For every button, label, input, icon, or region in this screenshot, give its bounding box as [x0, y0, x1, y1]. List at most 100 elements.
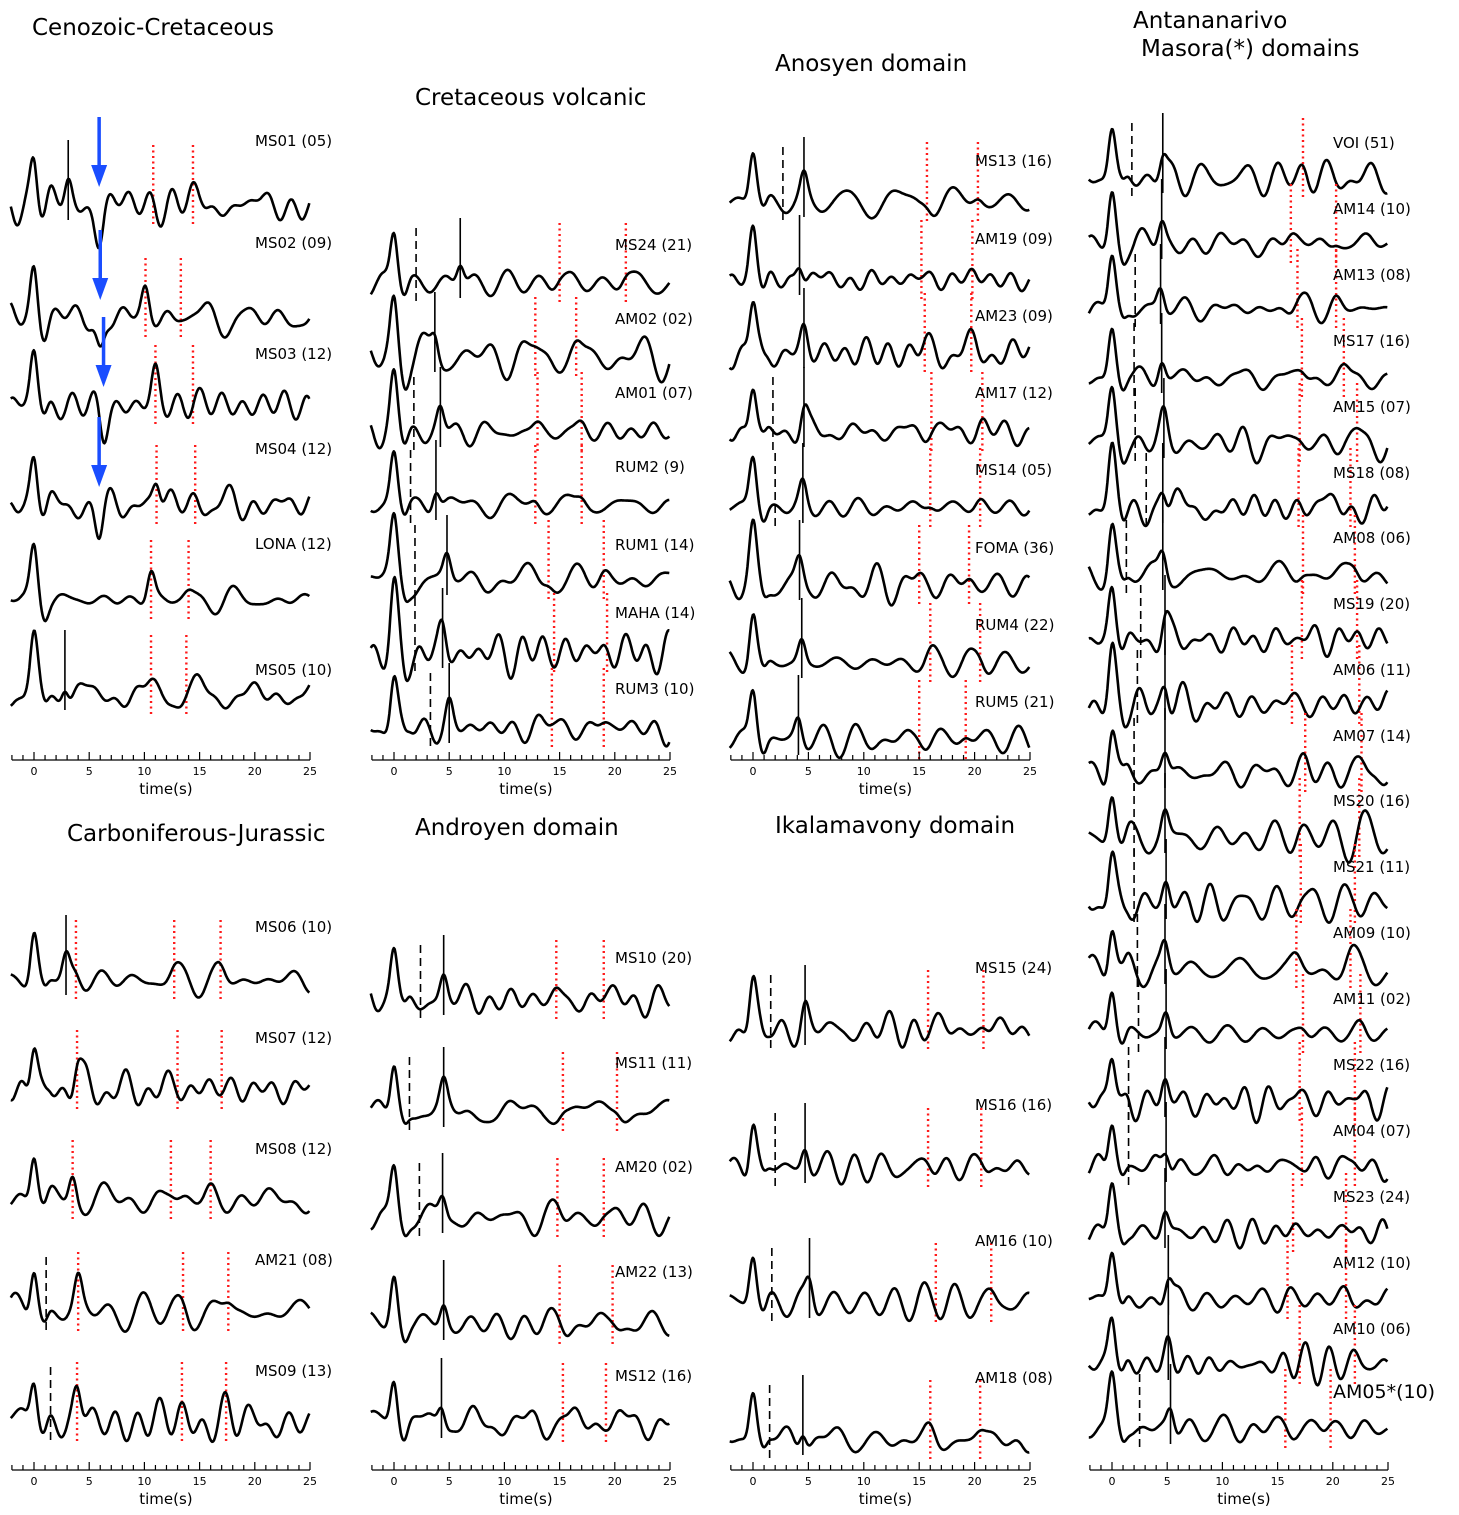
- x-tick-label: 10: [497, 1475, 511, 1488]
- x-tick-label: 0: [750, 1475, 757, 1488]
- waveform-trace: [1087, 127, 1388, 198]
- waveform-trace: [369, 368, 671, 450]
- station-trace-group: AM06 (11): [1087, 640, 1411, 729]
- panel-title: Carboniferous-Jurassic: [67, 821, 326, 847]
- x-tick-label: 15: [912, 765, 926, 778]
- waveform-trace: [1088, 729, 1389, 789]
- waveform-trace: [728, 689, 1031, 760]
- panel-5: Androyen domain MS10 (20) MS11 (11) AM20 (0…: [369, 815, 693, 1508]
- x-tick-label: 15: [193, 765, 207, 778]
- station-label: AM09 (10): [1333, 924, 1411, 942]
- x-tick-label: 20: [1326, 1475, 1340, 1488]
- station-label: AM17 (12): [975, 384, 1053, 402]
- waveform-trace: [1087, 522, 1389, 591]
- x-tick-label: 20: [608, 1475, 622, 1488]
- x-axis-label: time(s): [859, 780, 912, 798]
- station-trace-group: MS18 (08): [1088, 441, 1410, 528]
- waveform-trace: [9, 629, 311, 710]
- station-trace-group: MS07 (12): [10, 1029, 332, 1110]
- x-tick-label: 10: [857, 1475, 871, 1488]
- waveform-trace: [1087, 385, 1389, 465]
- x-tick-label: 25: [663, 765, 677, 778]
- station-trace-group: MS16 (16): [728, 1096, 1052, 1188]
- station-label: MS05 (10): [255, 661, 332, 679]
- station-label: MS22 (16): [1333, 1056, 1410, 1074]
- station-trace-group: MS13 (16): [728, 137, 1052, 222]
- panel-title: Masora(*) domains: [1141, 36, 1359, 62]
- station-label: MS19 (20): [1333, 595, 1410, 613]
- station-trace-group: AM23 (09): [728, 288, 1053, 373]
- x-tick-label: 20: [248, 765, 262, 778]
- x-tick-label: 25: [303, 1475, 317, 1488]
- waveform-trace: [1088, 441, 1389, 528]
- station-label: MS02 (09): [255, 234, 332, 252]
- x-tick-label: 0: [391, 765, 398, 778]
- station-trace-group: FOMA (36): [728, 518, 1054, 607]
- x-tick-label: 5: [1164, 1475, 1171, 1488]
- x-tick-label: 25: [1023, 765, 1037, 778]
- station-label: MAHA (14): [615, 604, 695, 622]
- waveform-trace: [1087, 1057, 1389, 1125]
- station-trace-group: MS02 (09): [9, 230, 332, 348]
- x-tick-label: 25: [663, 1475, 677, 1488]
- x-tick-label: 0: [391, 1475, 398, 1488]
- x-axis-label: time(s): [139, 1490, 192, 1508]
- x-tick-label: 10: [137, 1475, 151, 1488]
- x-tick-label: 10: [1215, 1475, 1229, 1488]
- waveform-trace: [728, 518, 1031, 607]
- station-trace-group: AM21 (08): [9, 1251, 333, 1333]
- x-tick-label: 5: [86, 1475, 93, 1488]
- station-trace-group: RUM1 (14): [370, 511, 694, 604]
- x-tick-label: 0: [31, 765, 38, 778]
- station-label: AM08 (06): [1333, 529, 1411, 547]
- station-label: RUM4 (22): [975, 616, 1054, 634]
- x-tick-label: 20: [968, 765, 982, 778]
- station-label: AM13 (08): [1333, 266, 1411, 284]
- station-trace-group: MS06 (10): [10, 915, 332, 1000]
- station-trace-group: LONA (12): [10, 535, 332, 623]
- station-label: FOMA (36): [975, 539, 1054, 557]
- waveform-trace: [9, 1157, 311, 1217]
- station-label: MS08 (12): [255, 1140, 332, 1158]
- station-trace-group: MS14 (05): [729, 443, 1052, 528]
- waveform-trace: [1088, 796, 1389, 864]
- x-axis-label: time(s): [499, 780, 552, 798]
- waveform-trace: [370, 1164, 671, 1238]
- x-tick-label: 5: [805, 765, 812, 778]
- station-trace-group: MS03 (12): [10, 317, 332, 445]
- waveform-trace: [370, 511, 670, 604]
- waveform-trace: [1087, 254, 1388, 325]
- waveform-trace: [728, 388, 1030, 448]
- station-trace-group: AM20 (02): [370, 1153, 693, 1238]
- waveform-trace: [728, 1123, 1030, 1186]
- station-trace-group: MS08 (12): [9, 1140, 332, 1220]
- x-tick-label: 25: [303, 765, 317, 778]
- station-trace-group: MS19 (20): [1088, 575, 1410, 660]
- waveform-trace: [370, 450, 670, 520]
- station-label: MS12 (16): [615, 1367, 692, 1385]
- station-trace-group: AM08 (06): [1087, 510, 1411, 595]
- waveform-trace: [1087, 850, 1389, 924]
- station-label: MS24 (21): [615, 236, 692, 254]
- station-trace-group: AM15 (07): [1087, 378, 1411, 465]
- x-tick-label: 0: [1109, 1475, 1116, 1488]
- station-label: AM16 (10): [975, 1232, 1053, 1250]
- waveform-trace: [9, 1271, 311, 1333]
- station-label: MS18 (08): [1333, 464, 1410, 482]
- station-trace-group: MS17 (16): [1088, 313, 1410, 398]
- station-trace-group: RUM4 (22): [728, 598, 1054, 683]
- x-tick-label: 20: [248, 1475, 262, 1488]
- waveform-trace: [1087, 1316, 1389, 1387]
- panel-title: Cretaceous volcanic: [415, 85, 646, 111]
- x-tick-label: 15: [912, 1475, 926, 1488]
- station-label: AM23 (09): [975, 307, 1053, 325]
- panel-title: Androyen domain: [415, 815, 619, 841]
- x-tick-label: 10: [857, 765, 871, 778]
- x-tick-label: 5: [805, 1475, 812, 1488]
- station-trace-group: MAHA (14): [369, 575, 695, 683]
- waveform-trace: [1087, 1124, 1389, 1183]
- station-trace-group: RUM2 (9): [370, 440, 685, 525]
- station-trace-group: RUM3 (10): [370, 663, 694, 748]
- station-label: AM21 (08): [255, 1251, 333, 1269]
- waveform-trace: [369, 294, 671, 391]
